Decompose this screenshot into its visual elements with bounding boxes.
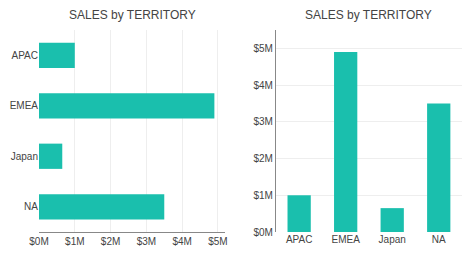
svg-text:Japan: Japan xyxy=(379,234,406,245)
svg-text:SALES by TERRITORY: SALES by TERRITORY xyxy=(305,8,432,22)
svg-text:$4M: $4M xyxy=(253,80,272,91)
svg-text:$5M: $5M xyxy=(253,43,272,54)
svg-text:NA: NA xyxy=(24,201,38,212)
svg-text:SALES by TERRITORY: SALES by TERRITORY xyxy=(69,8,196,22)
svg-text:$2M: $2M xyxy=(101,236,120,247)
svg-text:$3M: $3M xyxy=(253,116,272,127)
svg-text:$3M: $3M xyxy=(137,236,156,247)
svg-text:$2M: $2M xyxy=(253,153,272,164)
svg-text:$4M: $4M xyxy=(172,236,191,247)
svg-text:Japan: Japan xyxy=(11,151,38,162)
svg-text:$0M: $0M xyxy=(253,227,272,238)
svg-text:EMEA: EMEA xyxy=(10,100,39,111)
svg-text:$5M: $5M xyxy=(208,236,227,247)
svg-text:$1M: $1M xyxy=(253,190,272,201)
svg-text:$0M: $0M xyxy=(29,236,48,247)
svg-text:APAC: APAC xyxy=(12,50,39,61)
svg-text:EMEA: EMEA xyxy=(331,234,360,245)
svg-text:APAC: APAC xyxy=(286,234,313,245)
svg-text:NA: NA xyxy=(432,234,446,245)
svg-text:$1M: $1M xyxy=(65,236,84,247)
